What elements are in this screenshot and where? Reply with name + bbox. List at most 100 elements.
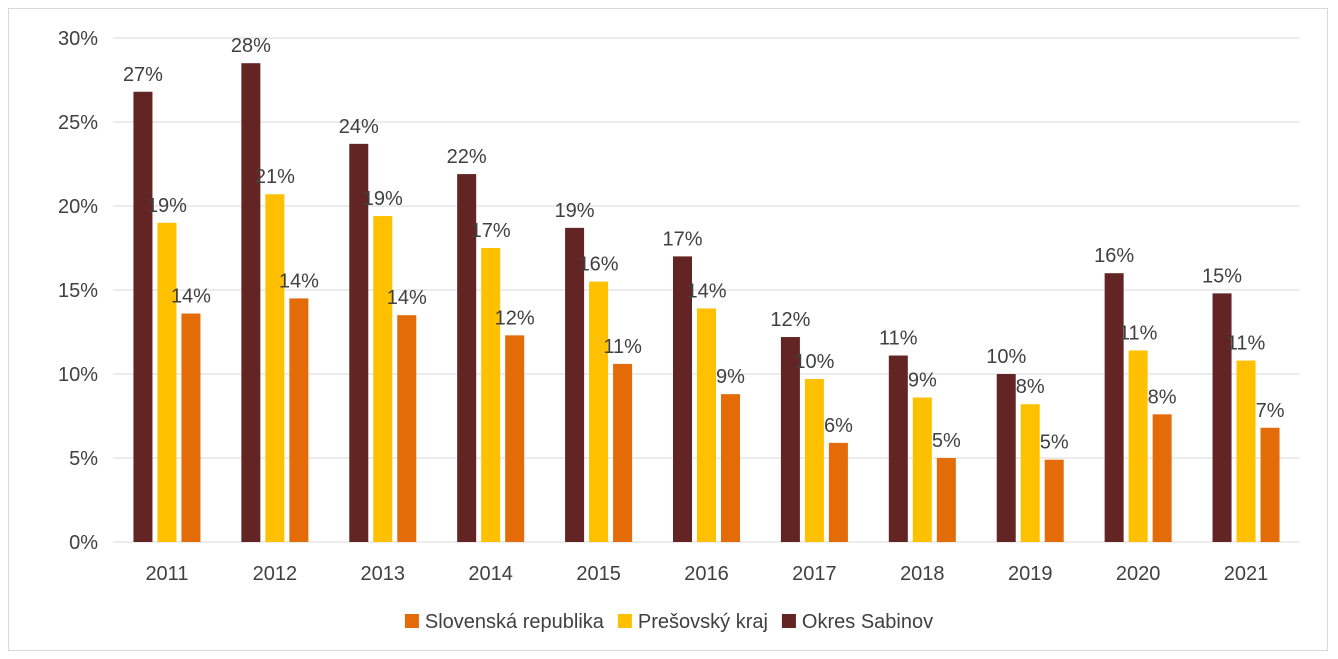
bar-pre-ovsk-kraj-2020 bbox=[1128, 350, 1148, 542]
bar-slovensk-republika-2013 bbox=[397, 315, 417, 542]
bar-slovensk-republika-2020 bbox=[1152, 414, 1172, 542]
x-tick-label: 2017 bbox=[792, 563, 837, 585]
data-label: 14% bbox=[279, 270, 319, 292]
legend-item-pre-ovsk-kraj: Prešovský kraj bbox=[617, 611, 768, 633]
data-label: 5% bbox=[932, 430, 961, 452]
bar-okres-sabinov-2015 bbox=[565, 227, 585, 542]
bar-pre-ovsk-kraj-2019 bbox=[1020, 404, 1040, 542]
bar-okres-sabinov-2011 bbox=[133, 91, 153, 542]
legend-swatch bbox=[781, 614, 796, 628]
gridlines bbox=[113, 37, 1300, 543]
bar-pre-ovsk-kraj-2013 bbox=[373, 216, 393, 542]
legend: Slovenská republika Prešovský kraj Okres S… bbox=[404, 611, 933, 633]
x-tick-label: 2021 bbox=[1224, 563, 1269, 585]
bar-slovensk-republika-2018 bbox=[936, 458, 956, 542]
data-label: 5% bbox=[1040, 432, 1069, 454]
bar-okres-sabinov-2020 bbox=[1104, 273, 1124, 542]
y-tick-label: 25% bbox=[58, 112, 98, 134]
bar-slovensk-republika-2019 bbox=[1044, 459, 1064, 542]
y-tick-label: 5% bbox=[69, 448, 98, 470]
x-axis: 2011 2012 2013 2014 2015 2016 2017 2018 2019 2020… bbox=[145, 563, 1268, 585]
bar-slovensk-republika-2012 bbox=[289, 298, 309, 542]
data-label: 14% bbox=[686, 280, 726, 302]
data-label: 9% bbox=[716, 366, 745, 388]
data-label: 12% bbox=[770, 309, 810, 331]
y-tick-label: 10% bbox=[58, 364, 98, 386]
bar-okres-sabinov-2012 bbox=[241, 63, 261, 542]
legend-swatch bbox=[404, 614, 419, 628]
bar-okres-sabinov-2014 bbox=[457, 174, 477, 542]
data-label: 17% bbox=[471, 220, 511, 242]
x-tick-label: 2020 bbox=[1116, 563, 1161, 585]
data-label: 16% bbox=[1094, 245, 1134, 267]
bar-okres-sabinov-2021 bbox=[1212, 293, 1232, 542]
x-tick-label: 2014 bbox=[468, 563, 513, 585]
data-label: 11% bbox=[1119, 322, 1158, 344]
bar-slovensk-republika-2021 bbox=[1260, 427, 1280, 542]
bars bbox=[133, 63, 1280, 543]
x-tick-label: 2018 bbox=[900, 563, 945, 585]
data-label: 19% bbox=[555, 200, 595, 222]
bar-okres-sabinov-2019 bbox=[996, 374, 1016, 542]
bar-okres-sabinov-2013 bbox=[349, 143, 369, 542]
bar-pre-ovsk-kraj-2011 bbox=[157, 222, 177, 543]
data-label: 10% bbox=[986, 346, 1026, 368]
y-tick-label: 30% bbox=[58, 28, 98, 50]
y-tick-label: 0% bbox=[69, 532, 98, 554]
legend-label: Prešovský kraj bbox=[638, 611, 768, 633]
legend-item-okres-sabinov: Okres Sabinov bbox=[781, 611, 933, 633]
bar-okres-sabinov-2016 bbox=[673, 256, 692, 542]
data-label: 28% bbox=[231, 35, 271, 57]
bar-pre-ovsk-kraj-2018 bbox=[912, 397, 932, 542]
x-tick-label: 2015 bbox=[576, 563, 621, 585]
data-label: 15% bbox=[1202, 265, 1242, 287]
legend-swatch bbox=[617, 614, 632, 628]
bar-okres-sabinov-2017 bbox=[780, 337, 800, 542]
data-label: 24% bbox=[339, 116, 379, 138]
x-tick-label: 2012 bbox=[253, 563, 298, 585]
data-label: 27% bbox=[123, 64, 163, 86]
bar-pre-ovsk-kraj-2015 bbox=[589, 281, 609, 542]
bar-pre-ovsk-kraj-2012 bbox=[265, 194, 285, 543]
legend-label: Slovenská republika bbox=[425, 611, 605, 633]
x-tick-label: 2013 bbox=[361, 563, 406, 585]
data-label: 8% bbox=[1016, 376, 1045, 398]
bar-slovensk-republika-2011 bbox=[181, 313, 201, 542]
data-label: 11% bbox=[1227, 333, 1266, 355]
data-label: 10% bbox=[794, 351, 834, 373]
legend-item-slovensk-republika: Slovenská republika bbox=[404, 611, 605, 633]
bar-pre-ovsk-kraj-2016 bbox=[697, 308, 716, 542]
data-label: 7% bbox=[1256, 400, 1285, 422]
bar-pre-ovsk-kraj-2014 bbox=[481, 248, 501, 542]
data-label: 14% bbox=[387, 287, 427, 309]
data-label: 16% bbox=[579, 254, 619, 276]
bar-slovensk-republika-2017 bbox=[828, 442, 848, 542]
bar-slovensk-republika-2016 bbox=[721, 394, 740, 542]
bar-slovensk-republika-2015 bbox=[613, 363, 633, 542]
data-label: 12% bbox=[495, 307, 535, 329]
bar-slovensk-republika-2014 bbox=[505, 335, 525, 542]
data-label: 19% bbox=[363, 188, 403, 210]
data-label: 17% bbox=[662, 228, 702, 250]
data-label: 8% bbox=[1148, 386, 1177, 408]
x-tick-label: 2011 bbox=[145, 563, 188, 585]
bar-pre-ovsk-kraj-2021 bbox=[1236, 360, 1256, 542]
bar-pre-ovsk-kraj-2017 bbox=[804, 379, 824, 542]
legend-label: Okres Sabinov bbox=[802, 611, 933, 633]
y-tick-label: 20% bbox=[58, 196, 98, 218]
data-label: 11% bbox=[603, 336, 642, 358]
data-labels: 27% 19% 14% 28% 21% 14% 24% 19% 14% 22% 17% 12% 19% 1… bbox=[123, 35, 1285, 453]
y-tick-label: 15% bbox=[58, 280, 98, 302]
data-label: 11% bbox=[879, 328, 918, 350]
y-axis: 0% 5% 10% 15% 20% 25% 30% bbox=[58, 28, 98, 554]
x-tick-label: 2016 bbox=[684, 563, 729, 585]
data-label: 14% bbox=[171, 286, 211, 308]
data-label: 9% bbox=[908, 370, 937, 392]
data-label: 22% bbox=[447, 146, 487, 168]
x-tick-label: 2019 bbox=[1008, 563, 1053, 585]
data-label: 19% bbox=[147, 195, 187, 217]
data-label: 21% bbox=[255, 166, 295, 188]
data-label: 6% bbox=[824, 415, 853, 437]
bar-okres-sabinov-2018 bbox=[888, 355, 908, 542]
